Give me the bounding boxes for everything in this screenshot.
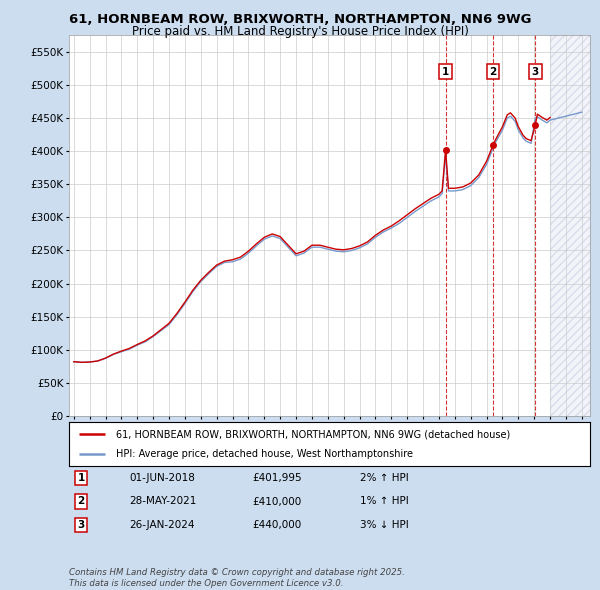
Text: HPI: Average price, detached house, West Northamptonshire: HPI: Average price, detached house, West… bbox=[116, 449, 413, 458]
Text: 2: 2 bbox=[77, 497, 85, 506]
Text: 3% ↓ HPI: 3% ↓ HPI bbox=[360, 520, 409, 530]
Text: 1: 1 bbox=[442, 67, 449, 77]
Text: 26-JAN-2024: 26-JAN-2024 bbox=[129, 520, 194, 530]
Text: £440,000: £440,000 bbox=[252, 520, 301, 530]
Text: 61, HORNBEAM ROW, BRIXWORTH, NORTHAMPTON, NN6 9WG: 61, HORNBEAM ROW, BRIXWORTH, NORTHAMPTON… bbox=[69, 13, 531, 26]
Text: £410,000: £410,000 bbox=[252, 497, 301, 506]
Text: Contains HM Land Registry data © Crown copyright and database right 2025.
This d: Contains HM Land Registry data © Crown c… bbox=[69, 568, 405, 588]
Text: 3: 3 bbox=[532, 67, 539, 77]
Text: 1: 1 bbox=[77, 473, 85, 483]
Text: £401,995: £401,995 bbox=[252, 473, 302, 483]
Text: 2% ↑ HPI: 2% ↑ HPI bbox=[360, 473, 409, 483]
Text: Price paid vs. HM Land Registry's House Price Index (HPI): Price paid vs. HM Land Registry's House … bbox=[131, 25, 469, 38]
Text: 1% ↑ HPI: 1% ↑ HPI bbox=[360, 497, 409, 506]
Text: 2: 2 bbox=[490, 67, 497, 77]
Bar bbox=[550, 35, 590, 416]
Text: 3: 3 bbox=[77, 520, 85, 530]
Text: 01-JUN-2018: 01-JUN-2018 bbox=[129, 473, 195, 483]
Bar bbox=[550, 35, 590, 416]
Text: 61, HORNBEAM ROW, BRIXWORTH, NORTHAMPTON, NN6 9WG (detached house): 61, HORNBEAM ROW, BRIXWORTH, NORTHAMPTON… bbox=[116, 430, 510, 439]
Text: 28-MAY-2021: 28-MAY-2021 bbox=[129, 497, 196, 506]
